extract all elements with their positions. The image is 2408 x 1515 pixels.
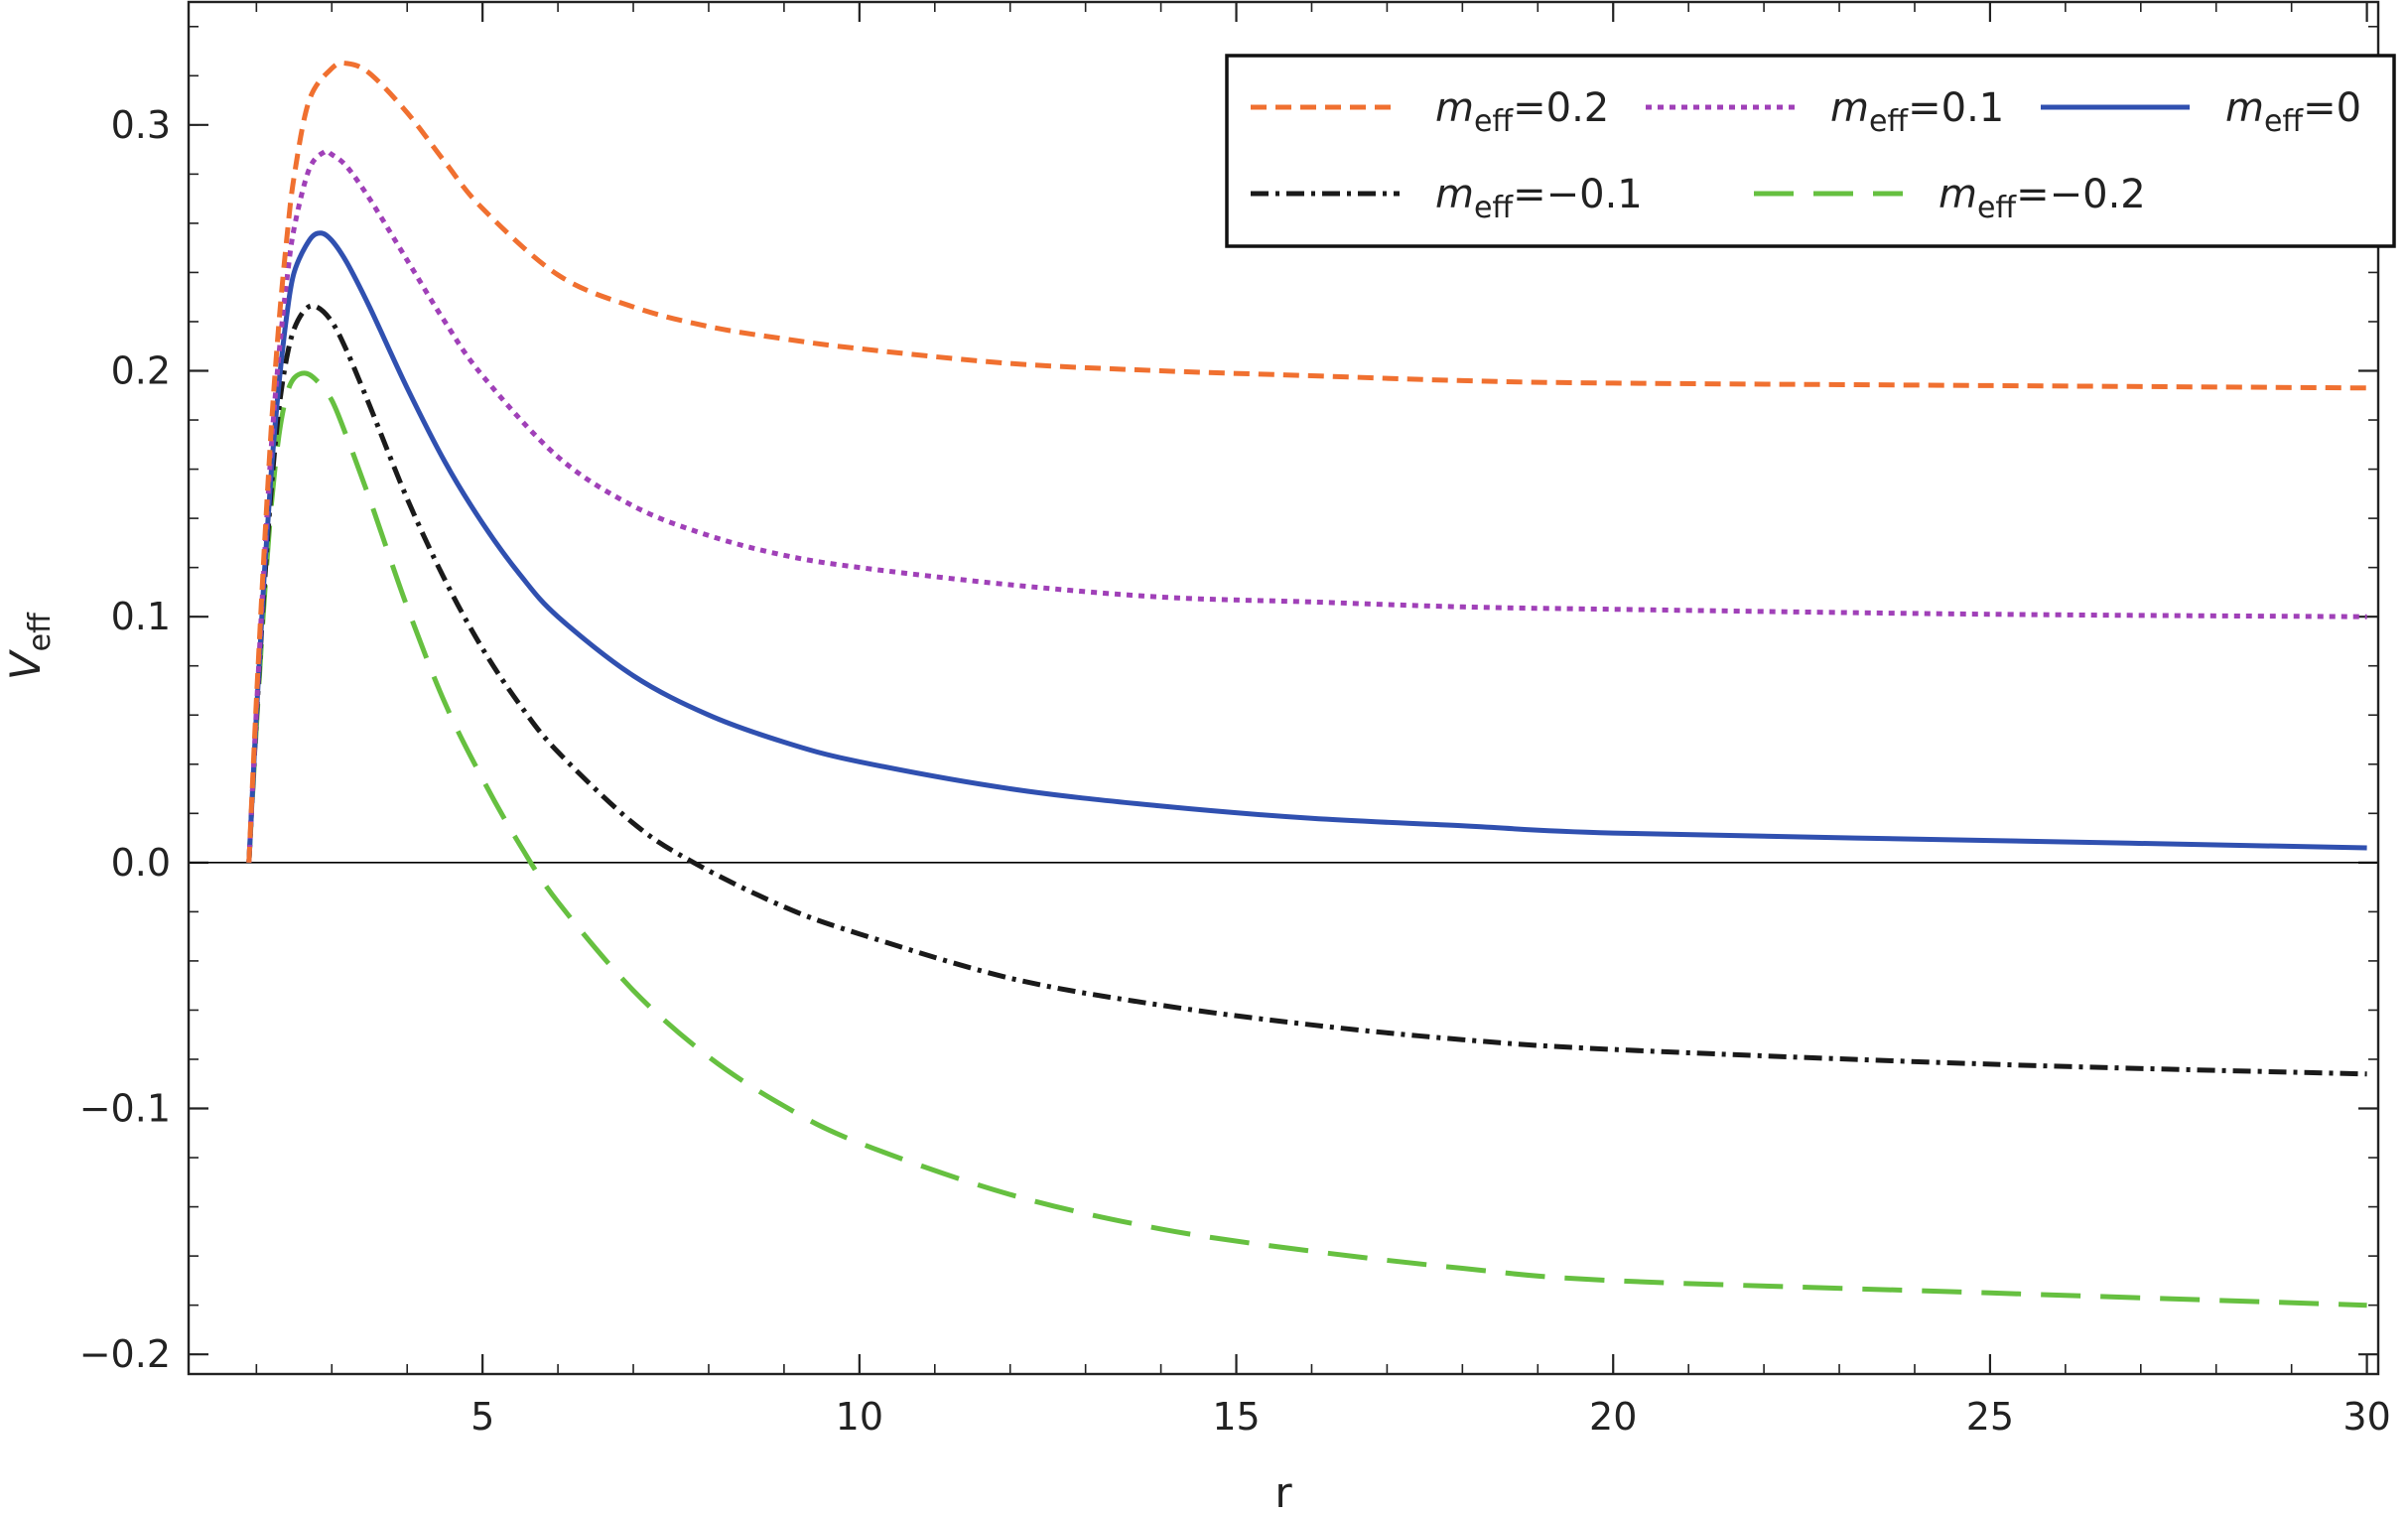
- y-tick-label: −0.1: [79, 1087, 171, 1131]
- y-tick-label: 0.2: [111, 349, 171, 393]
- legend-label: meff=−0.2: [1939, 172, 2146, 225]
- y-axis-title-sub: eff: [23, 612, 58, 651]
- series-line-3: [246, 303, 2367, 1077]
- plot-frame: [187, 0, 2380, 1376]
- legend-item-1: meff=0.1: [1646, 85, 2004, 139]
- legend-label-main: m: [1939, 172, 1977, 217]
- legend-label-value: =−0.2: [2016, 172, 2146, 217]
- legend-label-sub: eff: [1869, 104, 1909, 139]
- x-tick-label: 15: [1212, 1395, 1260, 1439]
- x-tick-label: 30: [2342, 1395, 2390, 1439]
- x-axis-title: r: [1274, 1468, 1292, 1515]
- legend-label-sub: eff: [2264, 104, 2304, 139]
- legend-label-value: =0.2: [1513, 85, 1609, 131]
- legend-item-3: meff=−0.1: [1251, 172, 1643, 225]
- x-tick-label: 25: [1966, 1395, 2014, 1439]
- legend-label-sub: eff: [1474, 104, 1514, 139]
- legend-label-value: =0: [2303, 85, 2361, 131]
- y-tick-label: −0.2: [79, 1332, 171, 1376]
- legend-item-0: meff=0.2: [1251, 85, 1609, 139]
- tick-labels: 5 10 15 20 25 30 −0.2 −0.1 0.0 0.1 0.2 0.3: [79, 103, 2391, 1439]
- legend-label-main: m: [1830, 85, 1869, 131]
- x-tick-label: 10: [836, 1395, 883, 1439]
- series-line-2: [246, 230, 2367, 863]
- series-line-4: [246, 370, 2367, 1308]
- y-tick-label: 0.0: [111, 841, 171, 885]
- x-tick-label: 5: [470, 1395, 494, 1439]
- legend-label: meff=−0.1: [1435, 172, 1643, 225]
- legend-label-value: =−0.1: [1513, 172, 1643, 217]
- legend-label-main: m: [1435, 172, 1474, 217]
- legend-label: meff=0: [2225, 85, 2361, 139]
- series-line-1: [246, 148, 2367, 863]
- legend-box: [1225, 54, 2396, 248]
- series-layer: [246, 60, 2367, 1308]
- legend-label: meff=0.2: [1435, 85, 1609, 139]
- y-tick-label: 0.1: [111, 595, 171, 638]
- x-tick-label: 20: [1589, 1395, 1637, 1439]
- legend-label-sub: eff: [1977, 191, 2017, 225]
- legend-label: meff=0.1: [1830, 85, 2004, 139]
- legend-item-4: meff=−0.2: [1754, 172, 2146, 225]
- legend-label-sub: eff: [1474, 191, 1514, 225]
- legend-label-main: m: [1435, 85, 1474, 131]
- series-line-0: [246, 60, 2367, 863]
- y-tick-label: 0.3: [111, 103, 171, 147]
- legend-label-main: m: [2225, 85, 2264, 131]
- legend-item-2: meff=0: [2041, 85, 2361, 139]
- legend-label-value: =0.1: [1908, 85, 2004, 131]
- y-axis-title-main: V: [1, 648, 50, 680]
- y-axis-title: Veff: [1, 612, 58, 680]
